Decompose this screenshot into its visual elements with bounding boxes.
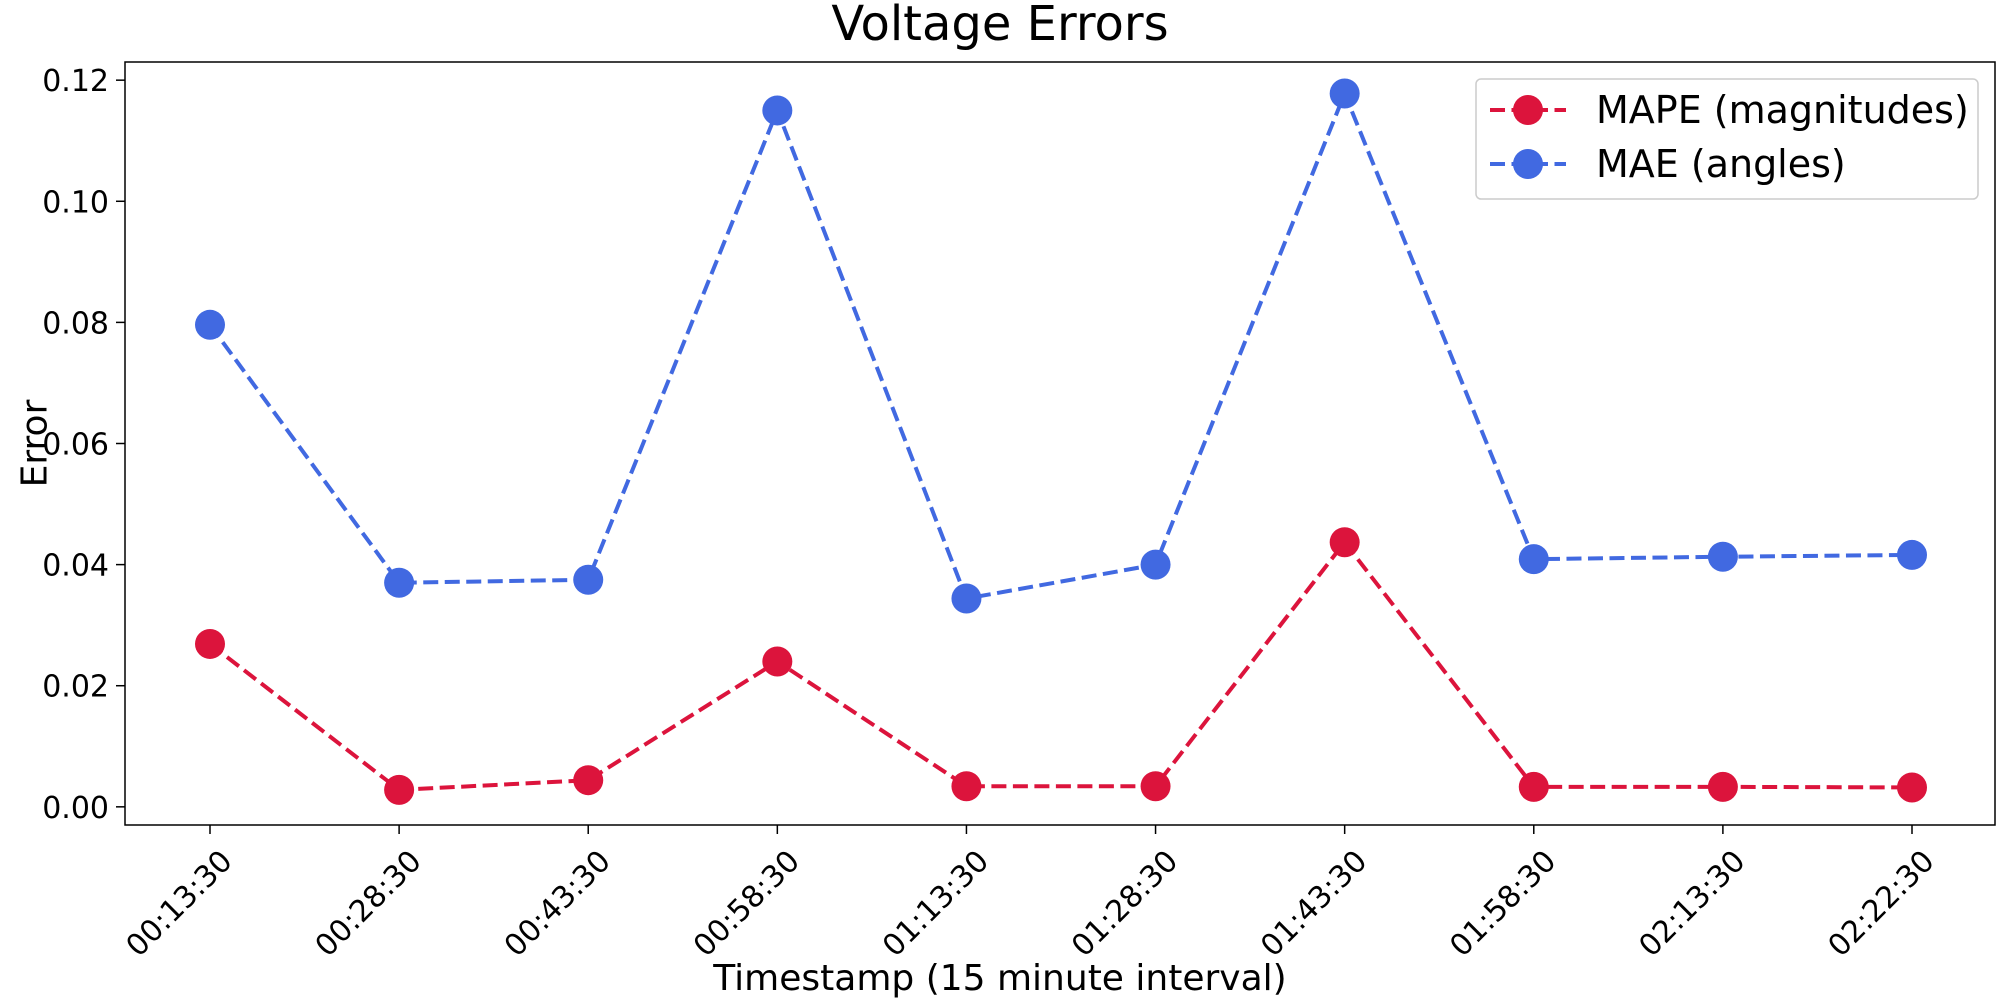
x-tick-label: 01:58:30 bbox=[1443, 844, 1563, 964]
data-point bbox=[384, 774, 415, 805]
legend-label: MAE (angles) bbox=[1596, 142, 1846, 186]
legend: MAPE (magnitudes) MAE (angles) bbox=[1475, 78, 1979, 200]
legend-box bbox=[1475, 78, 1979, 200]
x-tick-label: 02:22:30 bbox=[1822, 844, 1942, 964]
data-point bbox=[762, 95, 793, 126]
y-tick-label: 0.02 bbox=[42, 670, 109, 705]
legend-marker bbox=[1513, 95, 1543, 125]
y-tick-label: 0.12 bbox=[42, 64, 109, 99]
data-point bbox=[1140, 549, 1171, 580]
x-tick-label: 01:28:30 bbox=[1065, 844, 1185, 964]
x-tick-label: 02:13:30 bbox=[1632, 844, 1752, 964]
legend-label: MAPE (magnitudes) bbox=[1596, 88, 1969, 132]
x-axis-title: Timestamp (15 minute interval) bbox=[712, 958, 1286, 999]
data-point bbox=[573, 765, 604, 796]
series-line bbox=[208, 538, 1913, 792]
y-tick-label: 0.06 bbox=[42, 428, 109, 463]
x-tick-label: 00:43:30 bbox=[498, 844, 618, 964]
y-tick-label: 0.10 bbox=[42, 185, 109, 220]
data-point bbox=[1707, 541, 1738, 572]
y-axis-title: Error bbox=[15, 399, 56, 487]
data-point bbox=[1707, 771, 1738, 802]
data-point bbox=[1897, 539, 1927, 570]
x-tick-label: 00:28:30 bbox=[309, 844, 429, 964]
y-tick-label: 0.00 bbox=[42, 791, 109, 826]
legend-marker bbox=[1513, 149, 1543, 179]
y-tick-label: 0.08 bbox=[42, 306, 109, 341]
chart-title: Voltage Errors bbox=[831, 0, 1168, 52]
plot-area bbox=[195, 78, 1927, 805]
x-tick-label: 01:43:30 bbox=[1254, 844, 1374, 964]
data-point bbox=[1140, 771, 1171, 802]
data-point bbox=[951, 771, 982, 802]
data-point bbox=[1518, 544, 1549, 575]
data-point bbox=[195, 309, 225, 340]
data-point bbox=[573, 564, 604, 595]
data-point bbox=[1897, 772, 1927, 803]
data-point bbox=[762, 646, 793, 677]
data-point bbox=[1329, 527, 1360, 558]
x-tick-label: 00:13:30 bbox=[120, 844, 240, 964]
series-1 bbox=[195, 78, 1927, 614]
data-point bbox=[1518, 771, 1549, 802]
data-point bbox=[384, 567, 415, 598]
legend-item: MAPE (magnitudes) bbox=[1490, 88, 1969, 132]
data-point bbox=[951, 583, 982, 614]
x-tick-label: 01:13:30 bbox=[876, 844, 996, 964]
data-point bbox=[195, 628, 225, 659]
legend-item: MAE (angles) bbox=[1490, 142, 1846, 186]
y-tick-label: 0.04 bbox=[42, 549, 109, 584]
y-axis: 0.00 0.02 0.04 0.06 0.08 0.10 0.12 bbox=[42, 64, 125, 826]
series-line bbox=[208, 88, 1913, 601]
data-point bbox=[1329, 78, 1360, 109]
x-axis: 00:13:30 00:28:30 00:43:30 00:58:30 01:13:30… bbox=[120, 825, 1942, 964]
x-tick-label: 00:58:30 bbox=[687, 844, 807, 964]
series-0 bbox=[195, 527, 1927, 805]
